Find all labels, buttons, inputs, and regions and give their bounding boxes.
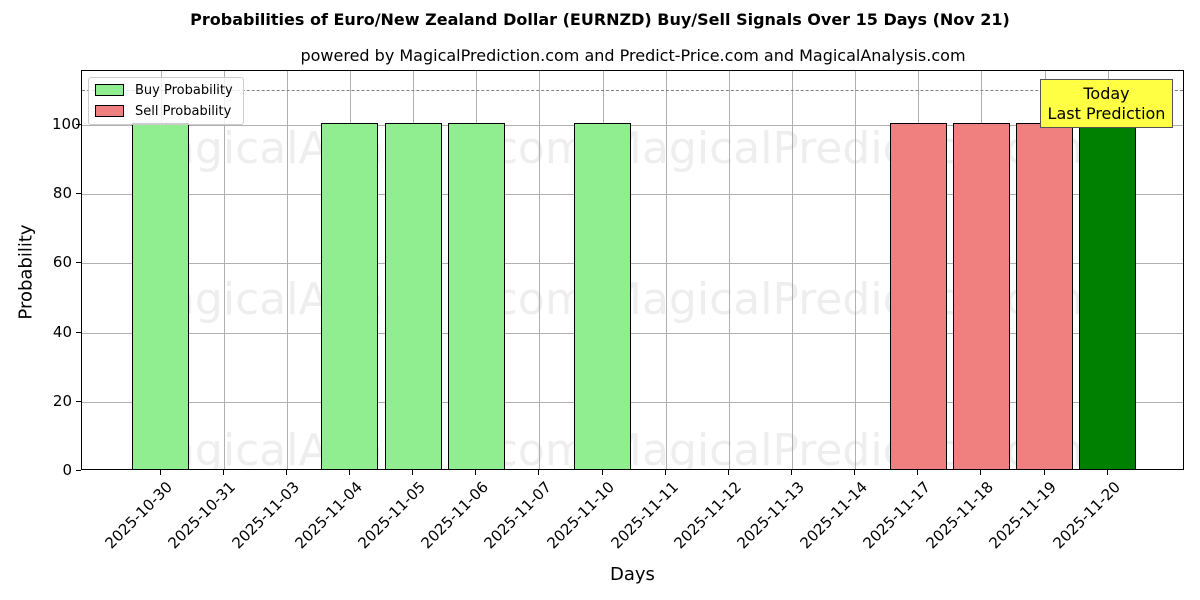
x-tick-label: 2025-11-18	[922, 478, 998, 553]
x-tick-label: 2025-11-10	[543, 478, 619, 553]
y-tick-mark	[76, 193, 81, 195]
x-tick-mark	[727, 470, 729, 475]
sell-swatch-icon	[95, 105, 124, 117]
legend-label-buy: Buy Probability	[135, 82, 233, 98]
gridline-v	[539, 71, 541, 469]
x-tick-mark	[348, 470, 350, 475]
reference-line	[82, 90, 1183, 92]
y-tick-mark	[76, 400, 81, 402]
x-tick-label: 2025-11-17	[859, 478, 935, 553]
buy-swatch-icon	[95, 84, 124, 96]
bar-buy	[574, 123, 632, 469]
y-tick-mark	[76, 262, 81, 264]
x-tick-mark	[475, 470, 477, 475]
x-tick-label: 2025-11-13	[733, 478, 808, 553]
annotation-line-1: Today	[1083, 84, 1130, 103]
y-tick-mark	[76, 124, 81, 125]
x-tick-mark	[1043, 470, 1045, 475]
today-annotation: Today Last Prediction	[1040, 79, 1173, 128]
x-tick-mark	[222, 470, 224, 475]
bar-sell	[1016, 123, 1074, 469]
legend-item-sell: Sell Probability	[95, 103, 231, 119]
x-tick-label: 2025-11-20	[1049, 478, 1124, 553]
y-tick-label: 40	[52, 322, 72, 341]
bar-buy	[132, 123, 189, 469]
gridline-v	[855, 71, 857, 469]
x-axis-title: Days	[610, 564, 655, 585]
gridline-h	[82, 401, 1183, 403]
legend-item-buy: Buy Probability	[95, 82, 233, 98]
legend-label-sell: Sell Probability	[135, 103, 232, 119]
x-tick-label: 2025-10-30	[101, 478, 177, 553]
x-tick-label: 2025-11-03	[228, 478, 303, 553]
x-tick-mark	[159, 470, 161, 475]
gridline-v	[792, 71, 793, 469]
x-tick-label: 2025-11-06	[417, 478, 492, 553]
y-tick-label: 0	[62, 461, 72, 479]
x-tick-label: 2025-11-19	[985, 478, 1061, 553]
x-tick-mark	[791, 470, 792, 475]
bar-buy	[321, 123, 379, 469]
bar-sell	[952, 123, 1010, 469]
x-tick-mark	[285, 470, 287, 475]
x-tick-mark	[538, 470, 540, 475]
bar-buy	[384, 123, 442, 469]
chart-title: Probabilities of Euro/New Zealand Dollar…	[190, 10, 1010, 29]
x-tick-mark	[1106, 470, 1108, 475]
x-tick-label: 2025-11-05	[354, 478, 429, 553]
x-tick-label: 2025-11-12	[670, 478, 745, 553]
annotation-line-2: Last Prediction	[1047, 104, 1166, 123]
plot-area: MagicalAnalysis.com MagicalPrediction.co…	[81, 70, 1184, 470]
gridline-h	[82, 125, 1183, 126]
gridline-v	[286, 71, 288, 469]
x-tick-label: 2025-10-31	[165, 478, 240, 553]
x-tick-mark	[412, 470, 414, 475]
y-tick-label: 100	[52, 115, 81, 133]
legend: Buy Probability Sell Probability	[88, 77, 244, 125]
chart-subtitle: powered by MagicalPrediction.com and Pre…	[300, 46, 966, 65]
gridline-h	[82, 194, 1183, 196]
bar-sell	[889, 123, 947, 469]
x-tick-label: 2025-11-07	[480, 478, 556, 553]
gridline-h	[82, 332, 1183, 334]
bar-buy	[447, 123, 505, 469]
x-tick-mark	[854, 470, 856, 475]
x-tick-mark	[917, 470, 919, 475]
y-tick-label: 60	[52, 253, 72, 272]
x-tick-label: 2025-11-11	[607, 478, 682, 553]
y-tick-mark	[76, 470, 81, 471]
y-axis-title: Probability	[15, 224, 37, 320]
x-tick-mark	[601, 470, 603, 475]
gridline-h	[82, 263, 1183, 265]
gridline-v	[728, 71, 730, 469]
y-tick-label: 80	[52, 184, 72, 203]
bar-buy	[1079, 123, 1137, 469]
x-tick-label: 2025-11-14	[796, 478, 871, 553]
x-tick-label: 2025-11-04	[291, 478, 366, 553]
y-tick-label: 20	[52, 391, 72, 410]
x-tick-mark	[980, 470, 982, 475]
y-tick-mark	[76, 331, 81, 333]
x-tick-mark	[664, 470, 666, 475]
gridline-v	[223, 71, 225, 469]
gridline-v	[665, 71, 667, 469]
